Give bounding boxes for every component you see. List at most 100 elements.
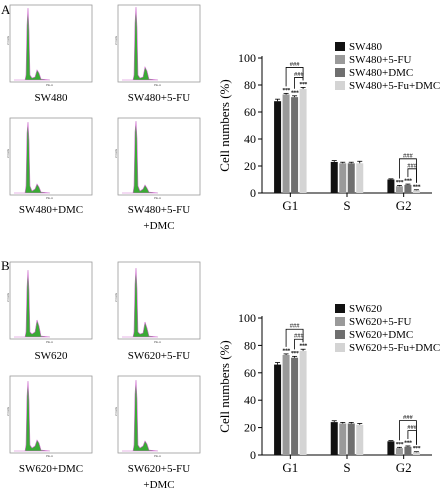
significance-stars: ***	[299, 82, 307, 88]
significance-stars: ***	[413, 446, 421, 452]
bar	[404, 184, 412, 193]
bar	[339, 163, 347, 193]
panel-a-histograms: # Cells PE-A # Cells PE-A # Cells PE-A #…	[6, 4, 201, 200]
legend-swatch	[335, 68, 345, 77]
significance-stars: ***	[291, 90, 299, 96]
legend-swatch	[335, 304, 345, 313]
significance-stars: ***	[291, 351, 299, 357]
x-tick-label: S	[343, 460, 350, 475]
significance-hash: ###	[403, 152, 414, 159]
significance-stars: ***	[299, 344, 307, 350]
hist-x-label: PE-A	[154, 340, 161, 344]
panel-letter-b: B	[1, 258, 10, 273]
legend-label: SW620	[349, 303, 383, 315]
hist-x-label: PE-A	[46, 196, 53, 200]
bar	[274, 364, 282, 455]
significance-hash: ###	[294, 333, 305, 340]
bar	[387, 179, 395, 193]
hist-y-label: # Cells	[6, 35, 10, 45]
panel-letter-a: A	[1, 2, 11, 17]
x-tick-label: S	[343, 198, 350, 213]
significance-stars: ***	[282, 348, 290, 354]
y-tick-label: 80	[244, 338, 256, 352]
bar	[339, 423, 347, 455]
significance-stars: ***	[282, 88, 290, 94]
hist-y-label: # Cells	[114, 406, 118, 416]
bar	[387, 441, 395, 455]
bar	[412, 452, 420, 455]
hist-y-label: # Cells	[114, 292, 118, 302]
y-tick-label: 0	[250, 186, 256, 200]
bar	[395, 448, 403, 455]
hist-x-label: PE-A	[154, 83, 161, 87]
y-tick-label: 0	[250, 448, 256, 462]
legend-swatch	[335, 343, 345, 352]
histogram-caption: SW620+5-FU	[128, 463, 190, 475]
y-tick-label: 20	[244, 159, 256, 173]
histogram-caption: SW480+5-FU	[128, 92, 190, 104]
bar	[274, 101, 282, 193]
significance-hash: ###	[407, 162, 418, 169]
histogram-caption: SW620	[35, 350, 69, 362]
x-tick-label: G1	[282, 198, 298, 213]
bar	[299, 350, 307, 455]
bar	[347, 423, 355, 455]
histogram-caption: SW620+DMC	[19, 463, 83, 475]
bar	[291, 97, 299, 193]
y-tick-label: 20	[244, 421, 256, 435]
histogram: # Cells PE-A	[114, 261, 201, 344]
legend-swatch	[335, 81, 345, 90]
histogram: # Cells PE-A	[6, 261, 93, 344]
histogram-caption: SW480	[35, 92, 69, 104]
bar	[330, 422, 338, 455]
histogram: # Cells PE-A	[114, 4, 201, 87]
hist-y-label: # Cells	[6, 406, 10, 416]
legend-label: SW620+5-Fu+DMC	[349, 342, 440, 354]
significance-hash: ###	[403, 414, 414, 421]
hist-y-label: # Cells	[6, 148, 10, 158]
significance-hash: ###	[290, 61, 301, 68]
legend-swatch	[335, 330, 345, 339]
histogram: # Cells PE-A	[6, 4, 93, 87]
legend-label: SW480	[349, 41, 383, 53]
legend-label: SW480+DMC	[349, 67, 413, 79]
significance-bracket	[399, 158, 417, 183]
legend-swatch	[335, 55, 345, 64]
bar	[395, 186, 403, 193]
y-tick-label: 40	[244, 132, 256, 146]
significance-bracket	[399, 420, 417, 445]
significance-stars: ***	[413, 184, 421, 190]
legend-swatch	[335, 42, 345, 51]
histogram: # Cells PE-A	[114, 117, 201, 200]
hist-x-label: PE-A	[154, 196, 161, 200]
bar	[330, 161, 338, 193]
histogram-caption: SW620+5-FU	[128, 350, 190, 362]
bar	[404, 446, 412, 455]
significance-stars: ***	[404, 179, 412, 185]
bar	[291, 357, 299, 455]
hist-x-label: PE-A	[154, 454, 161, 458]
significance-hash: ###	[407, 424, 418, 431]
significance-bracket	[285, 67, 304, 87]
hist-x-label: PE-A	[46, 83, 53, 87]
y-tick-label: 100	[238, 311, 256, 325]
x-tick-label: G1	[282, 460, 298, 475]
bar	[282, 354, 290, 455]
legend-label: SW480+5-Fu+DMC	[349, 80, 440, 92]
histogram-caption: SW480+DMC	[19, 204, 83, 216]
legend-label: SW480+5-FU	[349, 54, 411, 66]
hist-y-label: # Cells	[6, 292, 10, 302]
y-axis-label: Cell numbers (%)	[217, 340, 232, 432]
x-tick-label: G2	[396, 460, 412, 475]
significance-hash: ###	[290, 323, 301, 330]
y-axis-label: Cell numbers (%)	[217, 79, 232, 171]
y-tick-label: 100	[238, 51, 256, 65]
legend-label: SW620+5-FU	[349, 316, 411, 328]
histogram-caption: SW480+5-FU	[128, 204, 190, 216]
hist-x-label: PE-A	[46, 340, 53, 344]
bar	[356, 163, 364, 193]
significance-bracket	[285, 328, 304, 347]
